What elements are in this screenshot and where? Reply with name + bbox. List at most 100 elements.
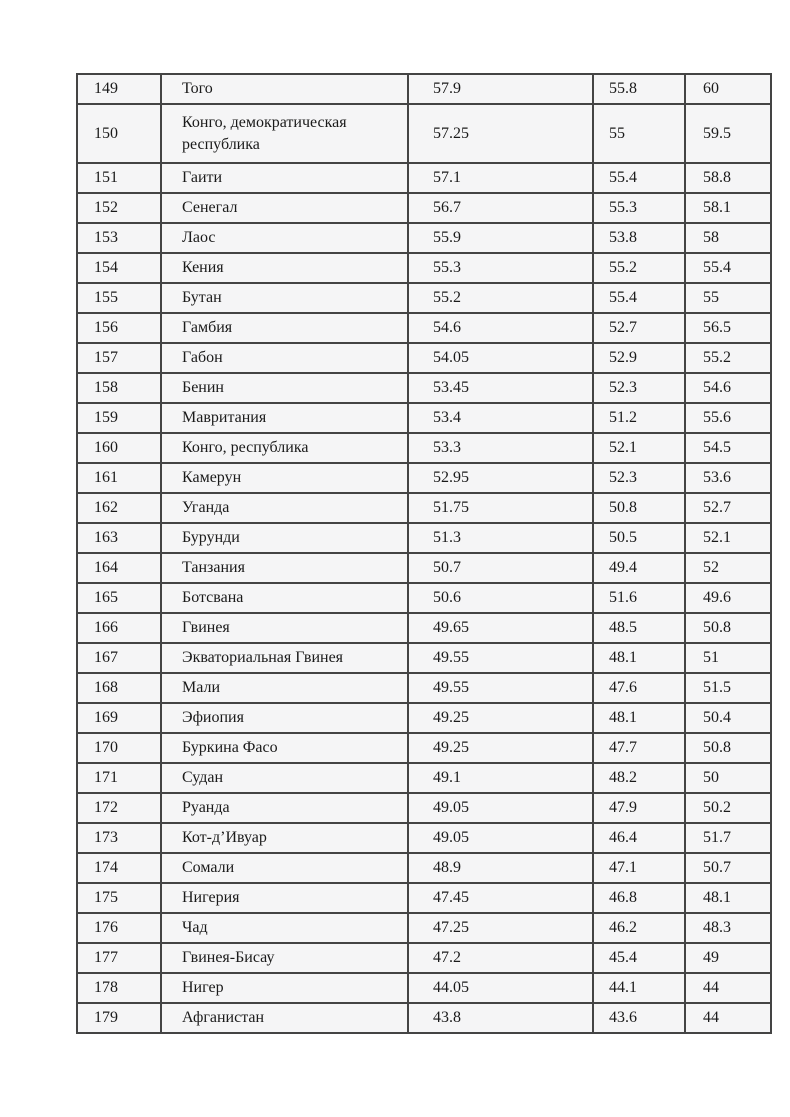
- value-3-cell: 50.8: [684, 732, 772, 764]
- rank-cell: 152: [76, 192, 162, 224]
- rank-cell: 161: [76, 462, 162, 494]
- value-3-cell: 55.6: [684, 402, 772, 434]
- value-3-cell: 49: [684, 942, 772, 974]
- rank-cell: 168: [76, 672, 162, 704]
- country-cell: Эфиопия: [160, 702, 409, 734]
- rank-cell: 173: [76, 822, 162, 854]
- table-row: 166 Гвинея 49.65 48.5 50.8: [76, 612, 772, 644]
- value-3-cell: 53.6: [684, 462, 772, 494]
- rank-cell: 175: [76, 882, 162, 914]
- country-cell: Того: [160, 73, 409, 105]
- value-2-cell: 49.4: [592, 552, 686, 584]
- table-row: 157 Габон 54.05 52.9 55.2: [76, 342, 772, 374]
- table-row: 178 Нигер 44.05 44.1 44: [76, 972, 772, 1004]
- value-2-cell: 55: [592, 103, 686, 164]
- table-row: 152 Сенегал 56.7 55.3 58.1: [76, 192, 772, 224]
- country-cell: Гаити: [160, 162, 409, 194]
- country-cell: Лаос: [160, 222, 409, 254]
- value-2-cell: 52.7: [592, 312, 686, 344]
- table-body: 149 Того 57.9 55.8 60 150 Конго, демократическ…: [76, 73, 772, 1034]
- rank-cell: 154: [76, 252, 162, 284]
- value-3-cell: 48.1: [684, 882, 772, 914]
- value-3-cell: 51.7: [684, 822, 772, 854]
- country-cell: Сомали: [160, 852, 409, 884]
- value-3-cell: 54.5: [684, 432, 772, 464]
- table-row: 172 Руанда 49.05 47.9 50.2: [76, 792, 772, 824]
- value-1-cell: 53.4: [407, 402, 594, 434]
- value-3-cell: 55.4: [684, 252, 772, 284]
- value-2-cell: 46.2: [592, 912, 686, 944]
- rank-cell: 171: [76, 762, 162, 794]
- value-1-cell: 51.3: [407, 522, 594, 554]
- country-cell: Бенин: [160, 372, 409, 404]
- table-row: 163 Бурунди 51.3 50.5 52.1: [76, 522, 772, 554]
- rank-cell: 169: [76, 702, 162, 734]
- value-1-cell: 55.3: [407, 252, 594, 284]
- table-row: 165 Ботсвана 50.6 51.6 49.6: [76, 582, 772, 614]
- country-cell: Камерун: [160, 462, 409, 494]
- value-1-cell: 57.1: [407, 162, 594, 194]
- value-1-cell: 57.9: [407, 73, 594, 105]
- value-3-cell: 60: [684, 73, 772, 105]
- table-row: 149 Того 57.9 55.8 60: [76, 73, 772, 105]
- rank-cell: 160: [76, 432, 162, 464]
- value-3-cell: 58.8: [684, 162, 772, 194]
- value-3-cell: 50.7: [684, 852, 772, 884]
- rank-cell: 174: [76, 852, 162, 884]
- value-3-cell: 59.5: [684, 103, 772, 164]
- value-2-cell: 46.8: [592, 882, 686, 914]
- table-row: 173 Кот-д’Ивуар 49.05 46.4 51.7: [76, 822, 772, 854]
- table-row: 158 Бенин 53.45 52.3 54.6: [76, 372, 772, 404]
- table-row: 177 Гвинея-Бисау 47.2 45.4 49: [76, 942, 772, 974]
- country-cell: Конго, демократическая республика: [160, 103, 409, 164]
- table-row: 153 Лаос 55.9 53.8 58: [76, 222, 772, 254]
- table-row: 162 Уганда 51.75 50.8 52.7: [76, 492, 772, 524]
- value-2-cell: 55.3: [592, 192, 686, 224]
- rank-cell: 164: [76, 552, 162, 584]
- value-1-cell: 54.05: [407, 342, 594, 374]
- value-1-cell: 53.45: [407, 372, 594, 404]
- country-cell: Руанда: [160, 792, 409, 824]
- value-2-cell: 51.6: [592, 582, 686, 614]
- country-cell: Сенегал: [160, 192, 409, 224]
- value-3-cell: 52: [684, 552, 772, 584]
- value-2-cell: 52.3: [592, 462, 686, 494]
- value-2-cell: 52.9: [592, 342, 686, 374]
- rank-cell: 170: [76, 732, 162, 764]
- value-1-cell: 47.25: [407, 912, 594, 944]
- rank-cell: 177: [76, 942, 162, 974]
- value-1-cell: 50.6: [407, 582, 594, 614]
- value-3-cell: 50.8: [684, 612, 772, 644]
- value-1-cell: 53.3: [407, 432, 594, 464]
- value-1-cell: 49.05: [407, 792, 594, 824]
- value-3-cell: 51: [684, 642, 772, 674]
- table-row: 151 Гаити 57.1 55.4 58.8: [76, 162, 772, 194]
- value-2-cell: 48.1: [592, 642, 686, 674]
- country-cell: Чад: [160, 912, 409, 944]
- country-ranking-table: 149 Того 57.9 55.8 60 150 Конго, демократическ…: [76, 73, 772, 1034]
- table-row: 176 Чад 47.25 46.2 48.3: [76, 912, 772, 944]
- table-row: 156 Гамбия 54.6 52.7 56.5: [76, 312, 772, 344]
- value-1-cell: 49.25: [407, 732, 594, 764]
- country-cell: Буркина Фасо: [160, 732, 409, 764]
- value-1-cell: 50.7: [407, 552, 594, 584]
- table-row: 175 Нигерия 47.45 46.8 48.1: [76, 882, 772, 914]
- rank-cell: 167: [76, 642, 162, 674]
- rank-cell: 163: [76, 522, 162, 554]
- rank-cell: 157: [76, 342, 162, 374]
- country-cell: Гвинея-Бисау: [160, 942, 409, 974]
- country-cell: Бурунди: [160, 522, 409, 554]
- value-3-cell: 58.1: [684, 192, 772, 224]
- rank-cell: 172: [76, 792, 162, 824]
- rank-cell: 178: [76, 972, 162, 1004]
- value-1-cell: 49.1: [407, 762, 594, 794]
- rank-cell: 165: [76, 582, 162, 614]
- value-1-cell: 57.25: [407, 103, 594, 164]
- value-2-cell: 50.8: [592, 492, 686, 524]
- value-2-cell: 55.2: [592, 252, 686, 284]
- value-2-cell: 48.2: [592, 762, 686, 794]
- country-cell: Кения: [160, 252, 409, 284]
- country-cell: Нигер: [160, 972, 409, 1004]
- country-cell: Габон: [160, 342, 409, 374]
